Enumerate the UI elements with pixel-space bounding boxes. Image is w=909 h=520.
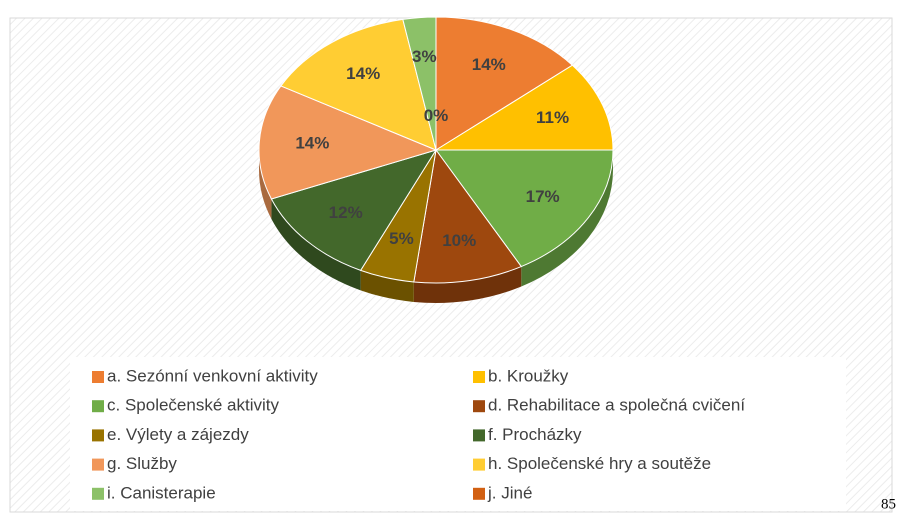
data-label: 0% xyxy=(424,106,449,125)
legend-swatch xyxy=(92,429,104,442)
legend-label: j. Jiné xyxy=(487,483,532,502)
legend-swatch xyxy=(473,429,485,442)
page-number: 85 xyxy=(881,496,896,512)
legend-swatch xyxy=(92,487,104,500)
data-label: 3% xyxy=(412,47,437,66)
pie-side xyxy=(259,150,272,219)
legend-label: h. Společenské hry a soutěže xyxy=(488,454,711,473)
pie-side xyxy=(360,270,414,302)
data-label: 17% xyxy=(526,187,560,206)
legend-label: a. Sezónní venkovní aktivity xyxy=(107,366,318,385)
data-label: 14% xyxy=(295,134,329,153)
legend-swatch xyxy=(473,371,485,383)
data-label: 12% xyxy=(329,203,363,222)
pie-slice xyxy=(413,148,523,284)
legend-label: c. Společenské aktivity xyxy=(107,396,279,415)
legend-label: d. Rehabilitace a společná cvičení xyxy=(488,396,745,415)
legend-label: e. Výlety a zájezdy xyxy=(107,425,249,444)
legend-swatch xyxy=(92,400,104,413)
pie-slice xyxy=(270,149,438,271)
legend xyxy=(70,357,846,511)
pie-side xyxy=(271,198,361,291)
data-label: 11% xyxy=(536,108,569,127)
legend-swatch xyxy=(473,487,485,500)
legend-label: b. Kroužky xyxy=(488,366,569,385)
data-label: 5% xyxy=(389,229,414,248)
pie-slice xyxy=(434,64,614,151)
pie-slice xyxy=(435,16,574,151)
data-label: 10% xyxy=(442,231,476,250)
pie-side xyxy=(521,150,613,287)
pie-slice xyxy=(258,85,438,200)
legend-label: f. Procházky xyxy=(488,425,582,444)
legend-label: g. Služby xyxy=(107,454,177,473)
legend-label: i. Canisterapie xyxy=(107,483,216,502)
legend-swatch xyxy=(92,371,104,383)
legend-swatch xyxy=(473,400,485,413)
legend-swatch xyxy=(92,458,104,471)
pie-tops xyxy=(258,16,614,284)
data-label: 14% xyxy=(346,64,380,83)
data-labels: 14% 11% 17% 10% 5% 12% 14% 14% 3% 0% xyxy=(295,47,569,250)
legend-items: a. Sezónní venkovní aktivity b. Kroužky c.… xyxy=(92,366,745,502)
pie-slice xyxy=(435,149,614,268)
pie-slice xyxy=(280,18,437,151)
data-label: 14% xyxy=(472,55,506,74)
legend-swatch xyxy=(473,458,485,471)
